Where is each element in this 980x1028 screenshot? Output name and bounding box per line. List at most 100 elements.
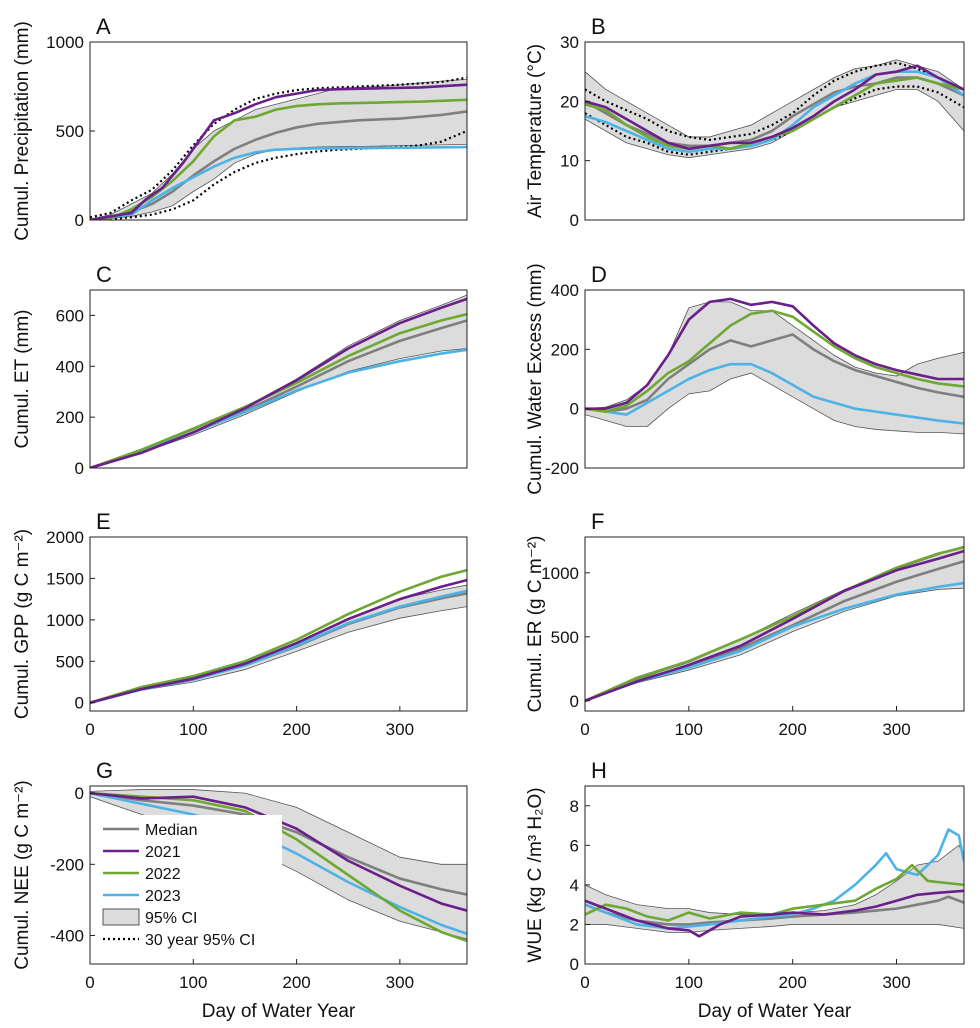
ytick-label: -200 — [50, 855, 84, 874]
longterm-upper-b — [585, 61, 964, 141]
ytick-label: 20 — [560, 92, 579, 111]
panel-a: 0 500 1000 Cumul. Precipitation (mm) A — [12, 14, 468, 241]
ylabel-a: Cumul. Precipitation (mm) — [12, 21, 33, 241]
ytick-label: 1500 — [46, 569, 84, 588]
plot-area-f — [585, 545, 964, 702]
ci-band-c — [90, 294, 467, 468]
line-2023-g — [90, 791, 467, 935]
median-line-h — [585, 895, 964, 926]
line-2022-f — [585, 545, 964, 702]
ytick-label: 30 — [560, 33, 579, 52]
axes-box-h — [584, 785, 965, 965]
panel-f: 0 500 1000 0 100 200 300 Cumul. ER (g C m⁻²) F — [525, 509, 965, 739]
xtick-label: 0 — [85, 973, 94, 992]
panel-letter-c: C — [96, 262, 112, 287]
ytick-label: 500 — [551, 628, 579, 647]
panel-letter-f: F — [591, 509, 604, 534]
ylabel-b: Air Temperature (°C) — [525, 44, 546, 218]
ylabel-f: Cumul. ER (g C m⁻²) — [525, 536, 546, 713]
ytick-label: 4 — [570, 876, 579, 895]
panel-h: 0 2 4 6 8 0 100 200 300 WUE (kg C /m³ H₂O) H — [525, 758, 965, 992]
line-2021-g — [90, 791, 467, 912]
ci-band-d — [585, 301, 964, 435]
line-2021-h — [585, 889, 964, 938]
ytick-label: 2000 — [46, 528, 84, 547]
panel-letter-a: A — [96, 14, 111, 39]
ci-band-b — [585, 59, 964, 159]
panel-letter-h: H — [591, 758, 607, 783]
plot-area-c — [90, 294, 467, 468]
legend: Median 2021 2022 2023 95% CI 30 year 95% CI — [97, 815, 282, 955]
median-line-d — [585, 333, 964, 413]
xtick-label: 200 — [282, 720, 310, 739]
line-2021-b — [585, 64, 964, 151]
line-2021-a — [90, 83, 467, 220]
panel-letter-g: G — [96, 758, 113, 783]
x-axis-title: Day of Water Year — [698, 1001, 852, 1022]
xtick-label: 200 — [778, 720, 806, 739]
line-2023-d — [585, 362, 964, 425]
xtick-label: 0 — [580, 973, 589, 992]
plot-area-h — [585, 828, 964, 938]
ytick-label: 200 — [56, 408, 84, 427]
ytick-label: 0 — [75, 459, 84, 478]
ytick-label: 0 — [75, 211, 84, 230]
legend-label-y2022: 2022 — [145, 866, 181, 883]
legend-label-ci: 95% CI — [145, 910, 197, 927]
legend-box — [97, 815, 282, 955]
axes-box-b — [584, 41, 965, 221]
panel-letter-b: B — [591, 14, 606, 39]
ytick-label: 1000 — [46, 611, 84, 630]
axes-box-f — [584, 536, 965, 712]
plot-area-d — [585, 297, 964, 435]
plot-area-g — [90, 789, 467, 943]
xtick-label: 0 — [580, 720, 589, 739]
ytick-label: -400 — [50, 927, 84, 946]
panel-letter-e: E — [96, 509, 111, 534]
ylabel-g: Cumul. NEE (g C m⁻²) — [12, 780, 33, 970]
xtick-label: 300 — [882, 973, 910, 992]
line-2022-e — [90, 568, 467, 704]
ytick-label: 0 — [570, 955, 579, 974]
line-2021-c — [90, 297, 467, 468]
ytick-label: 400 — [551, 281, 579, 300]
ytick-label: 10 — [560, 152, 579, 171]
line-2022-d — [585, 309, 964, 413]
plot-area-e — [90, 568, 467, 704]
ytick-label: 500 — [56, 652, 84, 671]
ylabel-h: WUE (kg C /m³ H₂O) — [525, 787, 546, 962]
ytick-label: 0 — [570, 692, 579, 711]
ytick-label: 200 — [551, 340, 579, 359]
ylabel-c: Cumul. ET (mm) — [12, 310, 33, 449]
ytick-label: 1000 — [541, 564, 579, 583]
ytick-label: 0 — [75, 784, 84, 803]
ytick-label: 0 — [570, 211, 579, 230]
ytick-label: 6 — [570, 836, 579, 855]
median-line-b — [585, 76, 964, 148]
ytick-label: 600 — [56, 306, 84, 325]
ytick-label: 0 — [75, 694, 84, 713]
panel-c: 0 200 400 600 Cumul. ET (mm) C — [12, 262, 468, 478]
xtick-label: 100 — [675, 720, 703, 739]
xtick-label: 200 — [282, 973, 310, 992]
ylabel-e: Cumul. GPP (g C m⁻²) — [12, 529, 33, 719]
panel-letter-d: D — [591, 262, 607, 287]
xtick-label: 300 — [386, 720, 414, 739]
xtick-label: 100 — [179, 973, 207, 992]
line-2023-f — [585, 581, 964, 702]
xtick-label: 300 — [882, 720, 910, 739]
legend-label-y2021: 2021 — [145, 844, 181, 861]
xtick-label: 300 — [386, 973, 414, 992]
panel-g: -400 -200 0 0 100 200 300 Cumul. NEE (g C m⁻²) G — [12, 758, 468, 992]
ytick-label: 400 — [56, 357, 84, 376]
longterm-lower-a — [90, 129, 467, 220]
plot-area-a — [90, 76, 467, 220]
longterm-upper-a — [90, 76, 467, 219]
ytick-label: 0 — [570, 400, 579, 419]
panel-b: 0 10 20 30 Air Temperature (°C) B — [525, 14, 965, 230]
axes-box-c — [89, 289, 468, 469]
line-2023-a — [90, 145, 467, 220]
xtick-label: 100 — [675, 973, 703, 992]
axes-box-e — [89, 536, 468, 712]
